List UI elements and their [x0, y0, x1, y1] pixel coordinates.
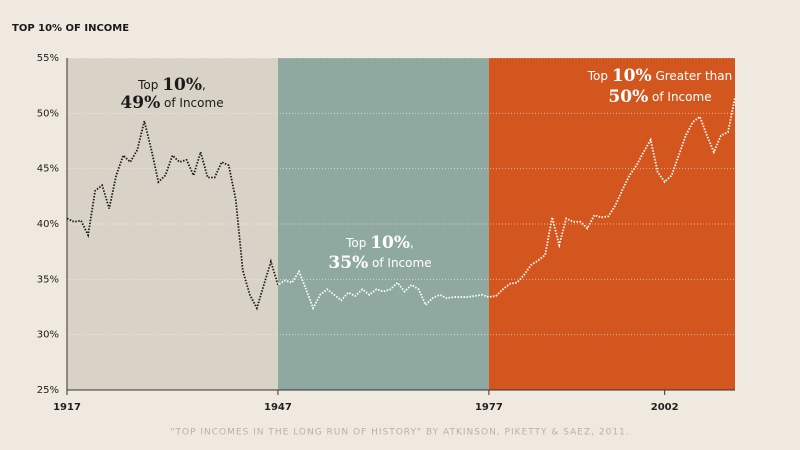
- annotation: Top 10% Greater than: [587, 66, 733, 86]
- annotation-text: Top: [137, 78, 162, 92]
- source-note: "TOP INCOMES IN THE LONG RUN OF HISTORY"…: [170, 428, 629, 438]
- annotation-text: 50%: [608, 87, 648, 107]
- income-line: [66, 97, 736, 311]
- annotation-text: 49%: [120, 93, 160, 113]
- y-tick-label: 25%: [37, 385, 59, 396]
- annotation: 50% of Income: [608, 87, 711, 107]
- annotation-text: of Income: [368, 256, 431, 270]
- x-tick-label: 2002: [651, 402, 679, 413]
- y-tick-label: 40%: [37, 219, 59, 230]
- annotation-text: of Income: [648, 90, 711, 104]
- annotation-text: Top: [587, 69, 612, 83]
- y-tick-label: 45%: [37, 164, 59, 175]
- x-tick-label: 1917: [53, 402, 81, 413]
- annotation-text: 10%: [612, 66, 652, 86]
- chart-title: TOP 10% OF INCOME: [12, 23, 129, 34]
- y-tick-label: 50%: [37, 108, 59, 119]
- annotation: Top 10%,: [345, 233, 414, 253]
- annotation: 35% of Income: [328, 253, 431, 273]
- annotation-text: 35%: [328, 253, 368, 273]
- y-tick-label: 35%: [37, 274, 59, 285]
- x-tick-label: 1977: [475, 402, 503, 413]
- y-tick-label: 30%: [37, 330, 59, 341]
- era-region: [488, 58, 735, 390]
- annotation-text: ,: [202, 78, 206, 92]
- x-tick-label: 1947: [264, 402, 292, 413]
- annotation: 49% of Income: [120, 93, 223, 113]
- annotation: Top 10%,: [137, 75, 206, 95]
- annotation-text: 10%: [370, 233, 410, 253]
- annotation-text: of Income: [160, 96, 223, 110]
- annotation-text: ,: [410, 236, 414, 250]
- annotation-text: Top: [345, 236, 370, 250]
- annotation-text: 10%: [162, 75, 202, 95]
- annotation-text: Greater than: [652, 69, 733, 83]
- y-tick-label: 55%: [37, 53, 59, 64]
